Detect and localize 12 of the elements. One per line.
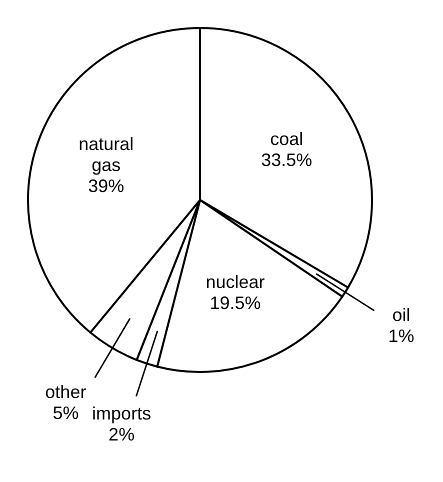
data-label: 19.5% [210, 292, 261, 313]
data-label: 5% [52, 402, 79, 423]
slice-label: other [45, 382, 86, 402]
slice-label: natural gas [78, 134, 134, 176]
data-label: 1% [388, 326, 414, 346]
slice-label: coal [270, 129, 304, 150]
slice-label: oil [392, 305, 410, 326]
slice-label: imports [92, 403, 152, 424]
data-label: 33.5% [261, 150, 312, 170]
slice-label: nuclear [206, 272, 265, 292]
data-label: 2% [108, 424, 135, 444]
data-label: 39% [88, 176, 124, 196]
